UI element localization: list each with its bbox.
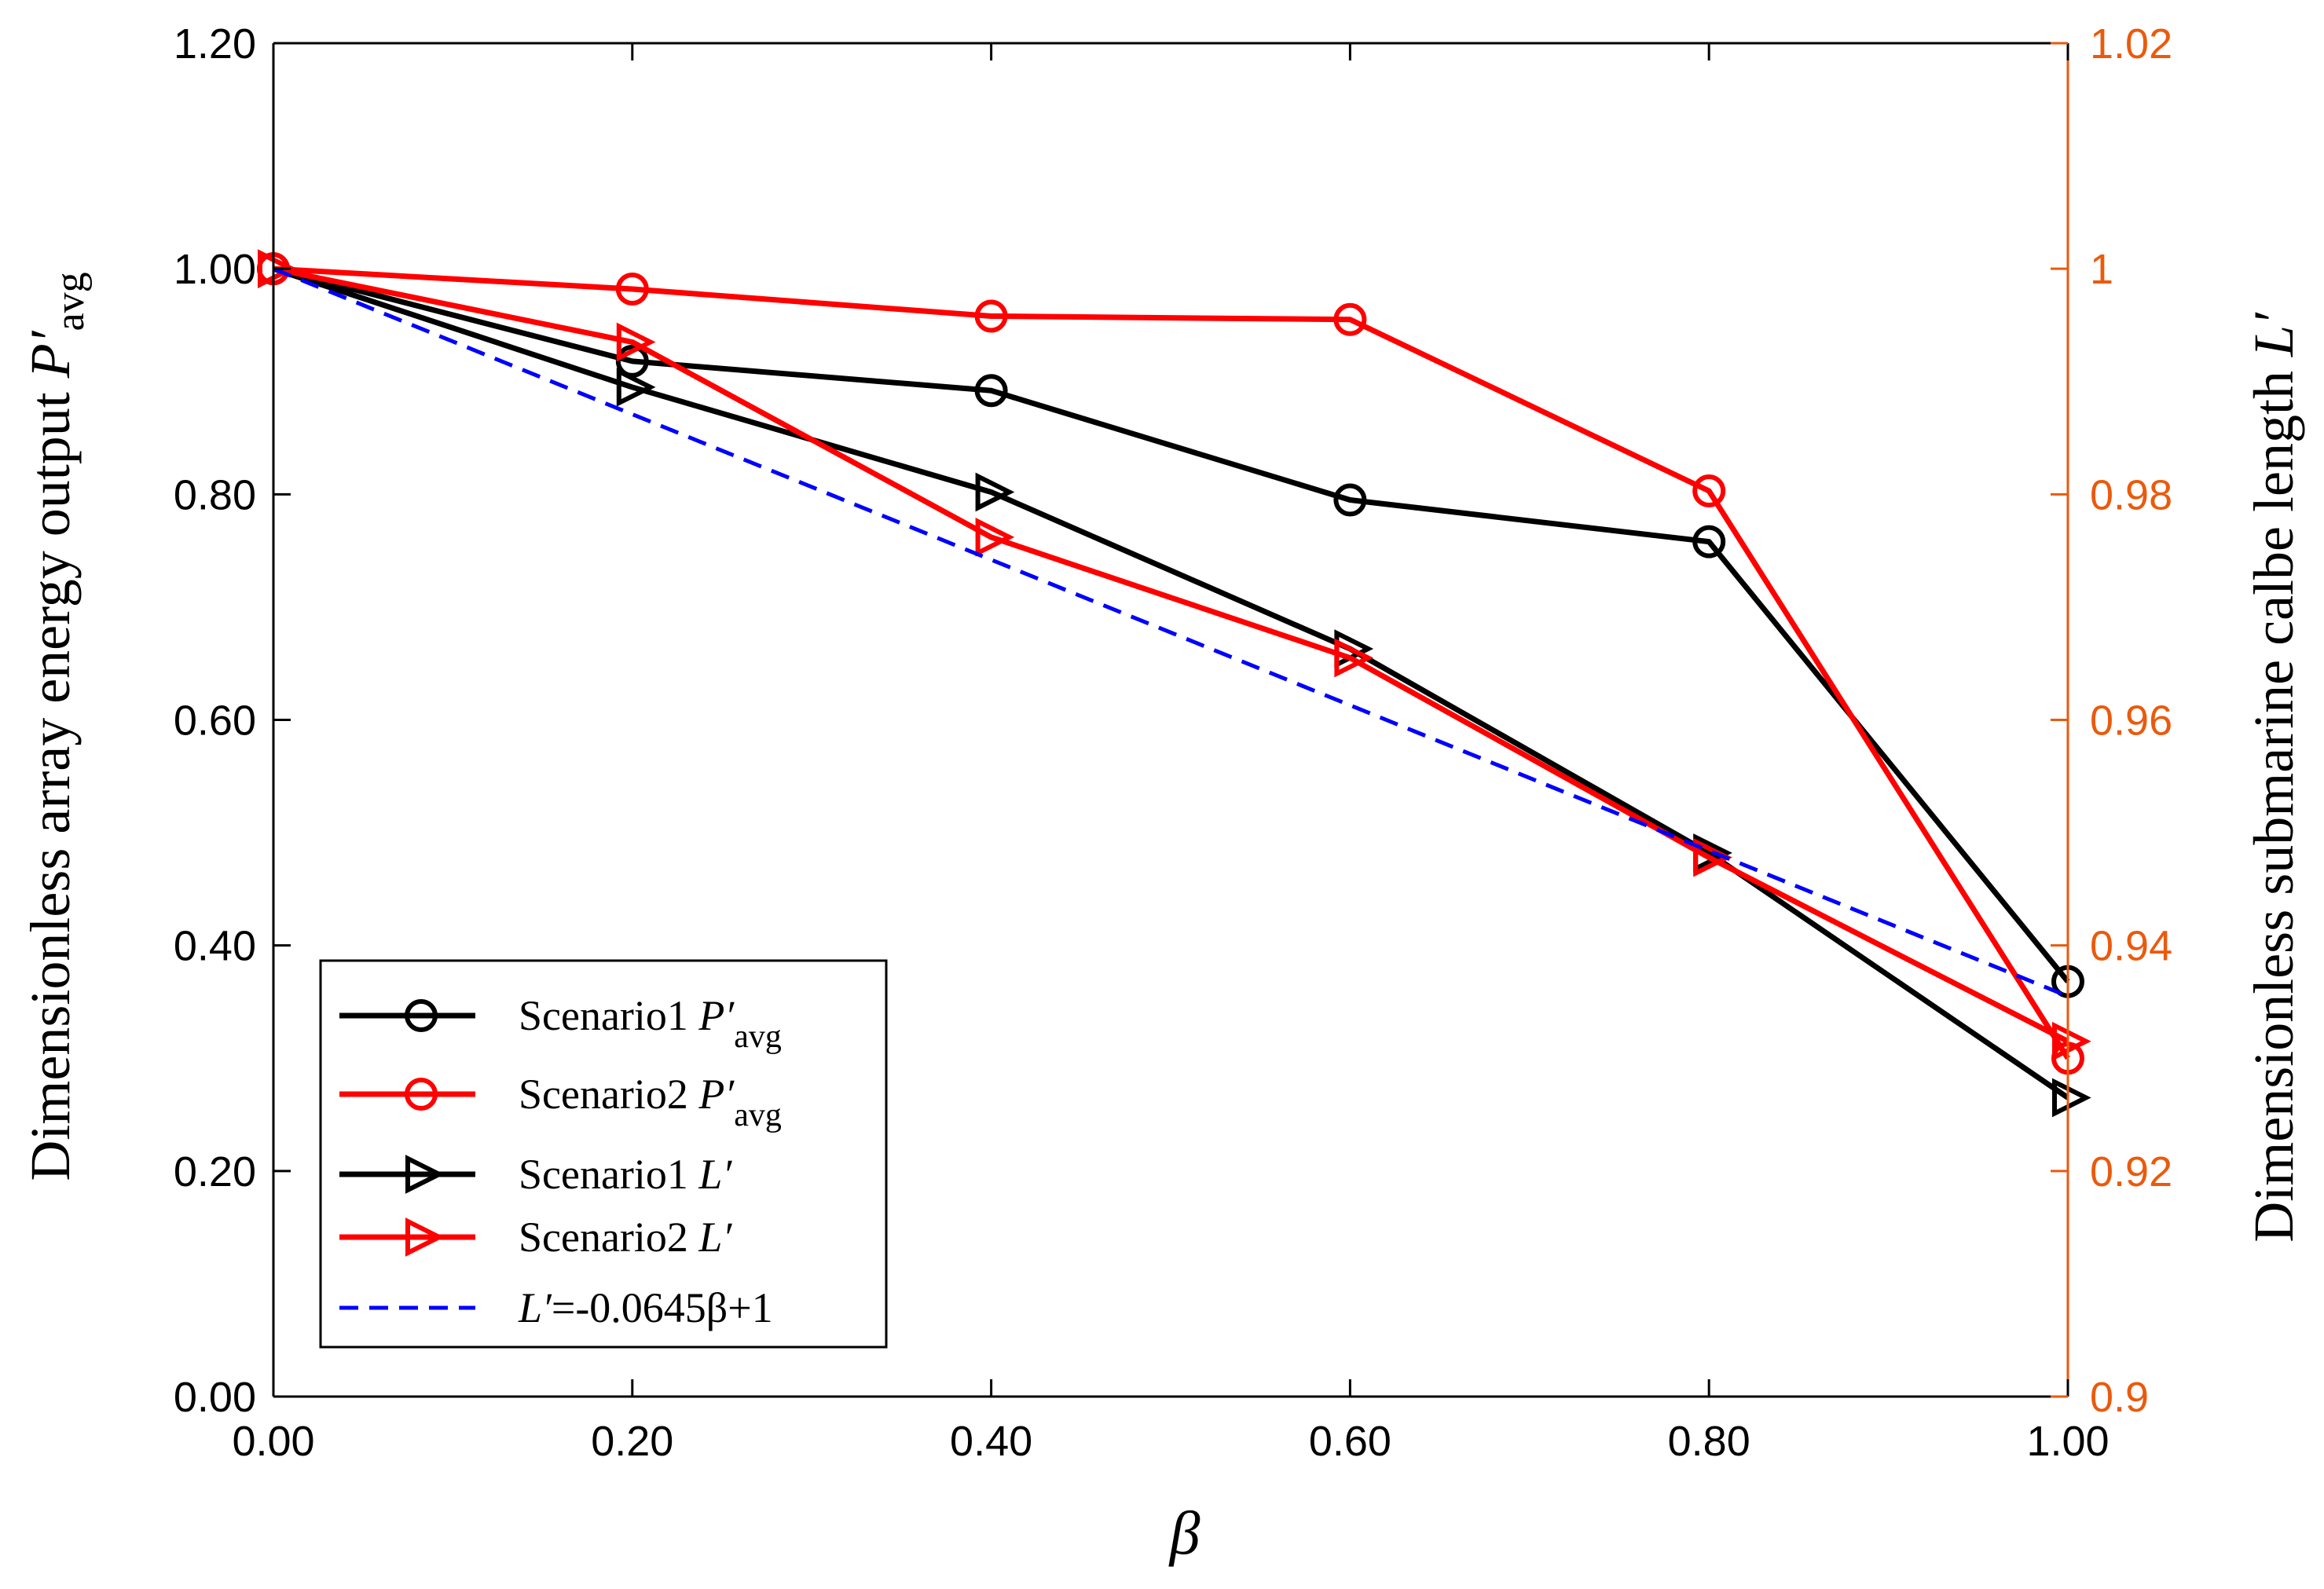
- right-tick-label: 0.94: [2090, 923, 2172, 970]
- x-axis-label: β: [1168, 1499, 1200, 1567]
- series-3: [258, 249, 2091, 1061]
- left-tick-label: 0.20: [174, 1148, 256, 1195]
- left-tick-label: 1.00: [174, 246, 256, 293]
- data-point: [615, 273, 649, 306]
- series-line: [273, 266, 2069, 998]
- right-tick-label: 0.9: [2090, 1374, 2149, 1421]
- data-point: [975, 518, 1015, 557]
- left-axis-label-symbol: P′: [19, 330, 82, 379]
- left-tick-label: 0.40: [174, 923, 256, 970]
- series-line: [273, 265, 2070, 983]
- data-point: [1333, 302, 1367, 336]
- x-tick-label: 0.80: [1668, 1418, 1750, 1465]
- series-line: [273, 265, 2070, 1060]
- x-tick-label: 0.20: [591, 1418, 673, 1465]
- legend-label-prefix: Scenario2: [519, 1071, 698, 1118]
- legend-label-subscript: avg: [734, 1019, 782, 1055]
- right-axis-label: Dimensionless submarine calbe length L′: [2242, 312, 2305, 1243]
- legend-label-symbol: P′: [698, 1071, 735, 1118]
- right-axis-label-prefix: Dimensionless submarine calbe length: [2242, 357, 2305, 1243]
- left-tick-label: 1.20: [174, 20, 256, 68]
- legend-box: [319, 959, 888, 1349]
- x-tick-label: 0.00: [232, 1418, 314, 1465]
- legend-marker: [405, 999, 438, 1032]
- legend-label-prefix: Scenario2: [519, 1214, 698, 1261]
- right-tick-label: 1: [2090, 246, 2113, 293]
- data-point: [974, 299, 1008, 333]
- series-4: [273, 266, 2069, 998]
- legend-marker: [405, 1155, 445, 1194]
- x-tick-label: 0.40: [950, 1418, 1032, 1465]
- legend-label: Scenario2 L′: [519, 1214, 732, 1261]
- left-tick-label: 0.00: [174, 1374, 256, 1421]
- legend-marker: [405, 1217, 445, 1257]
- data-point: [1334, 638, 1374, 678]
- data-point: [974, 374, 1008, 408]
- data-point: [616, 368, 656, 407]
- right-axis-label-symbol: L′: [2242, 312, 2305, 357]
- legend-label-suffix: =-0.0645β+1: [552, 1284, 773, 1331]
- data-point: [615, 344, 649, 378]
- right-tick-label: 0.96: [2090, 697, 2172, 745]
- legend-label-subscript: avg: [734, 1097, 782, 1133]
- ticks-layer: 0.00 0.20 0.40 0.60 0.80 1.00 0.00 0.20 0.40 0.60…: [174, 20, 2172, 1465]
- series-line: [273, 265, 2069, 1044]
- left-axis-label-subscript: avg: [48, 272, 93, 331]
- data-point: [1693, 837, 1732, 877]
- right-tick-label: 1.02: [2090, 20, 2172, 68]
- legend-label-prefix: Scenario1: [519, 992, 698, 1039]
- data-point: [975, 472, 1015, 512]
- legend-label-symbol: P′: [698, 992, 735, 1039]
- legend-marker: [405, 1078, 438, 1111]
- legend-label-symbol: L′: [698, 1151, 732, 1198]
- legend-label-symbol: L′: [698, 1214, 732, 1261]
- legend-label-prefix: Scenario1: [519, 1151, 698, 1198]
- left-axis-label: Dimensionless array energy output P′avg: [19, 272, 93, 1181]
- legend-label: Scenario1 L′: [519, 1151, 732, 1198]
- data-point: [1333, 483, 1367, 517]
- data-point: [616, 322, 656, 362]
- left-tick-label: 0.60: [174, 697, 256, 745]
- legend-label-symbol: L′: [518, 1284, 552, 1331]
- legend-label: Scenario2 P′avg: [519, 1071, 782, 1133]
- data-point: [2052, 1021, 2091, 1061]
- data-point: [258, 249, 297, 289]
- data-point: [2052, 1078, 2091, 1118]
- legend-label: L′=-0.0645β+1: [518, 1284, 773, 1331]
- x-tick-label: 0.60: [1309, 1418, 1391, 1465]
- right-tick-label: 0.92: [2090, 1148, 2172, 1195]
- series-line: [272, 265, 2069, 1100]
- x-tick-label: 1.00: [2026, 1418, 2109, 1465]
- right-tick-label: 0.98: [2090, 471, 2172, 518]
- left-axis-label-prefix: Dimensionless array energy output: [19, 378, 82, 1181]
- left-tick-label: 0.80: [174, 471, 256, 518]
- series-layer: [257, 249, 2091, 1118]
- data-point: [1692, 474, 1726, 508]
- data-point: [1692, 525, 1726, 558]
- legend-label: Scenario1 P′avg: [519, 992, 782, 1055]
